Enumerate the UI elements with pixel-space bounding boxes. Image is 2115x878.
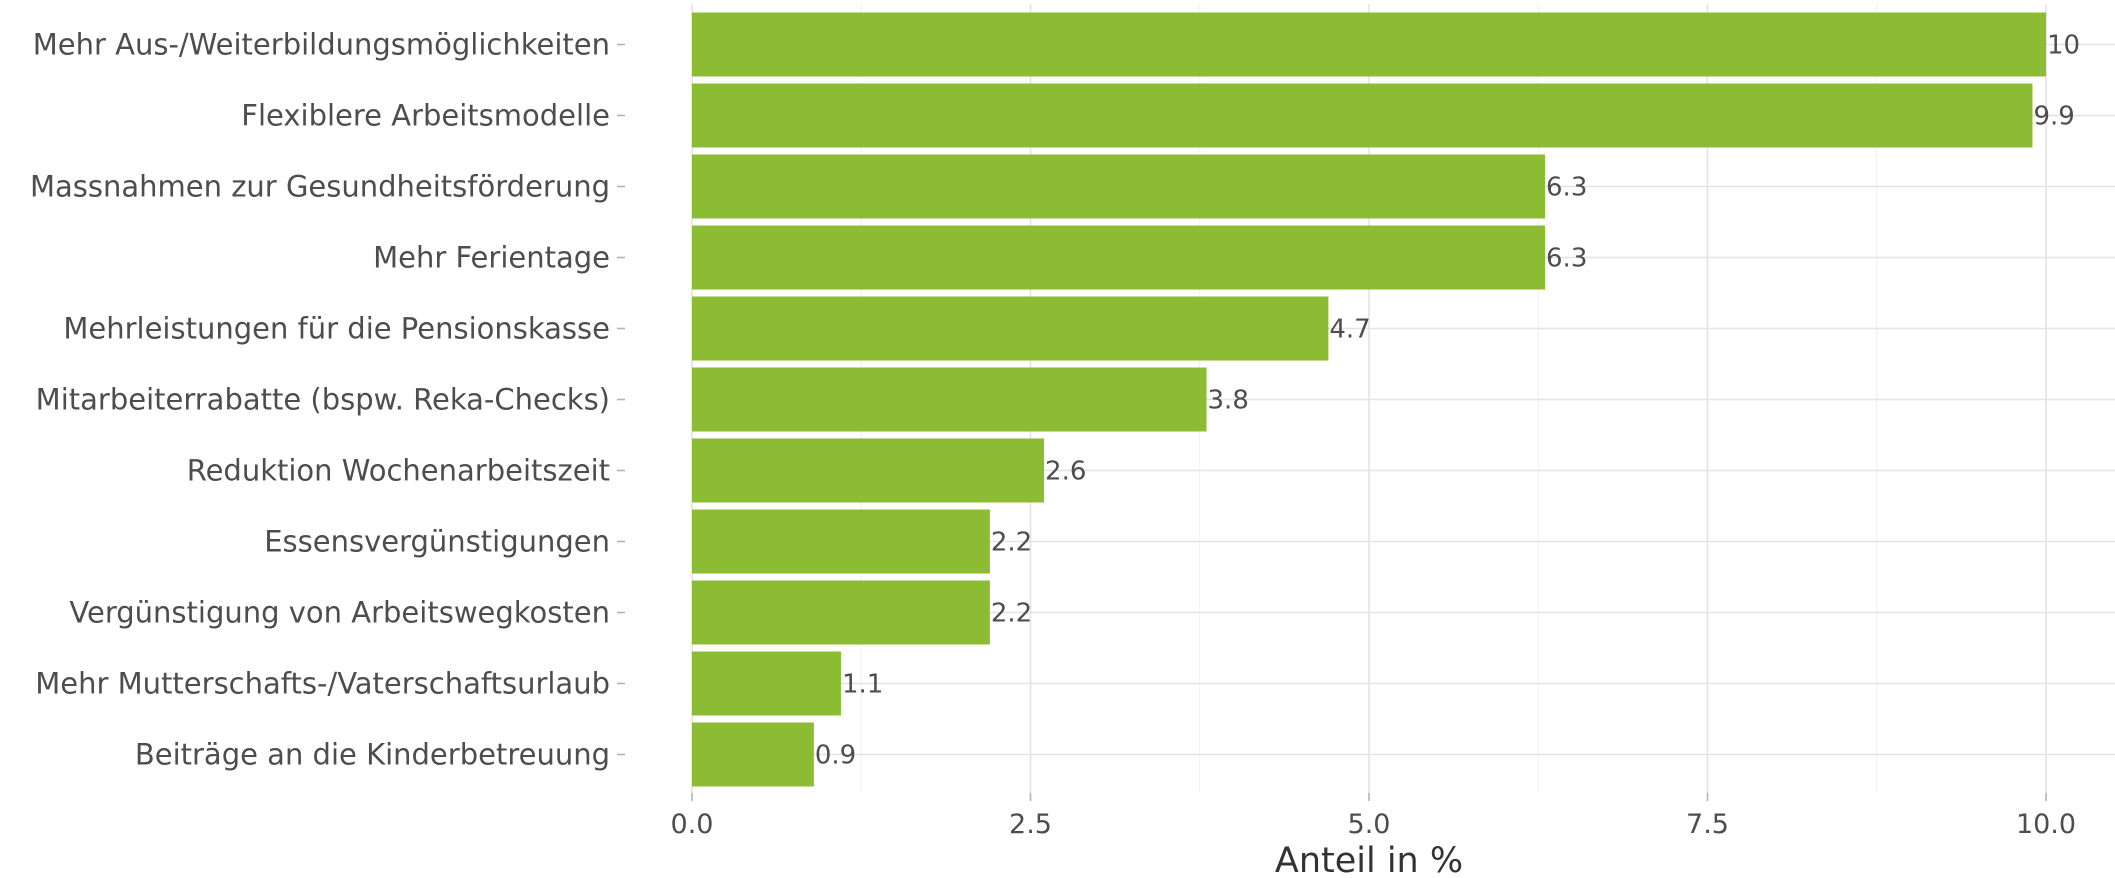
- bar: [692, 12, 2046, 77]
- bar-value-label: 10: [2047, 31, 2080, 61]
- category-label: Beiträge an die Kinderbetreuung: [135, 738, 610, 772]
- bar: [692, 225, 1546, 290]
- bar-value-label: 9.9: [2033, 102, 2074, 132]
- bar-value-label: 6.3: [1546, 173, 1587, 203]
- x-tick-label: 2.5: [1009, 809, 1052, 840]
- bar-value-label: 4.7: [1329, 315, 1370, 345]
- category-label: Mitarbeiterrabatte (bspw. Reka-Checks): [36, 383, 610, 417]
- bar-value-label: 0.9: [815, 741, 856, 771]
- x-tick-label: 0.0: [671, 809, 714, 840]
- bar-value-label: 2.6: [1045, 457, 1086, 487]
- bars: 10 9.9 6.3 6.3 4.7 3.8 2.6 2.2 2.2 1.1 0.9: [692, 12, 2080, 787]
- category-label: Flexiblere Arbeitsmodelle: [241, 99, 610, 133]
- bar: [692, 580, 990, 645]
- bar: [692, 367, 1207, 432]
- bar: [692, 651, 841, 716]
- category-label: Vergünstigung von Arbeitswegkosten: [69, 596, 610, 630]
- x-tick-label: 10.0: [2016, 809, 2076, 840]
- x-axis-title: Anteil in %: [1275, 841, 1463, 878]
- bar-value-label: 1.1: [842, 670, 883, 700]
- category-label: Mehr Ferientage: [373, 241, 610, 275]
- bar: [692, 154, 1546, 219]
- category-label: Mehr Mutterschafts-/Vaterschaftsurlaub: [35, 667, 610, 701]
- bar: [692, 722, 814, 787]
- bar-value-label: 2.2: [991, 599, 1032, 629]
- x-axis-ticks: 0.0 2.5 5.0 7.5 10.0: [671, 793, 2076, 840]
- x-tick-label: 7.5: [1686, 809, 1729, 840]
- category-label: Reduktion Wochenarbeitszeit: [187, 454, 610, 488]
- category-label: Mehr Aus-/Weiterbildungsmöglichkeiten: [33, 28, 610, 62]
- category-label: Mehrleistungen für die Pensionskasse: [63, 312, 610, 346]
- bar: [692, 438, 1045, 503]
- category-label: Essensvergünstigungen: [264, 525, 610, 559]
- bar: [692, 509, 990, 574]
- bar-value-label: 6.3: [1546, 244, 1587, 274]
- x-tick-label: 5.0: [1348, 809, 1391, 840]
- bar: [692, 296, 1329, 361]
- category-label: Massnahmen zur Gesundheitsförderung: [30, 170, 610, 204]
- bar-value-label: 3.8: [1208, 386, 1249, 416]
- category-labels: Mehr Aus-/Weiterbildungsmöglichkeiten Fle…: [30, 28, 625, 772]
- bar: [692, 83, 2033, 148]
- bar-value-label: 2.2: [991, 528, 1032, 558]
